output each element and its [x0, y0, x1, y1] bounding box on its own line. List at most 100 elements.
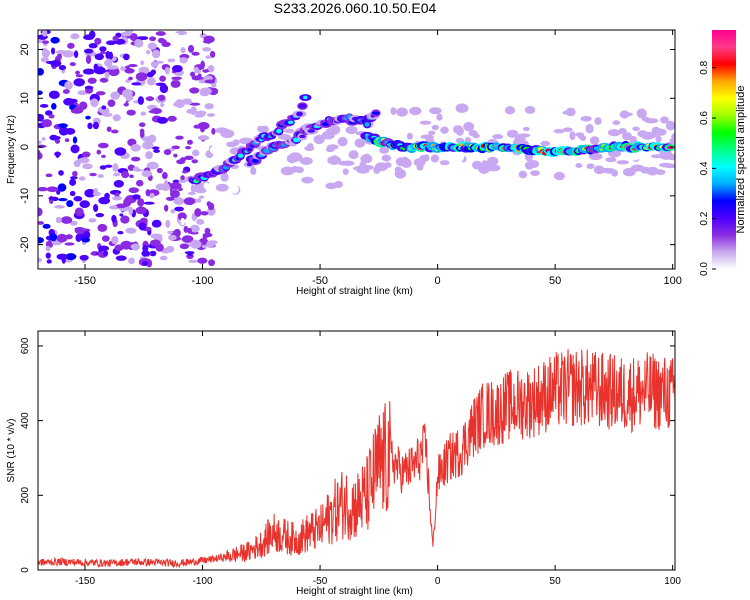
- heatmap-blob: [72, 136, 78, 144]
- heatmap-blob: [165, 245, 175, 253]
- heatmap-blob: [530, 170, 540, 176]
- heatmap-blob: [70, 33, 80, 40]
- heatmap-blob: [171, 145, 180, 150]
- heatmap-blob: [468, 130, 478, 137]
- heatmap-xtick-label: -100: [192, 275, 214, 287]
- heatmap-blob: [179, 243, 190, 250]
- heatmap-blob: [163, 149, 172, 156]
- heatmap-blob: [203, 182, 209, 190]
- heatmap-blob: [371, 111, 380, 115]
- heatmap-blob: [209, 50, 216, 58]
- heatmap-blob: [38, 140, 42, 144]
- heatmap-xlabel: Height of straight line (km): [296, 286, 413, 297]
- heatmap-blob: [171, 64, 183, 73]
- heatmap-blob: [327, 155, 342, 165]
- heatmap-blob: [90, 98, 99, 108]
- heatmap-blob: [487, 156, 499, 166]
- heatmap-blob: [135, 179, 144, 187]
- heatmap-blob: [372, 126, 381, 135]
- line-ytick-label: 400: [20, 412, 31, 429]
- heatmap-blob: [192, 149, 200, 157]
- heatmap-blob: [189, 239, 202, 249]
- heatmap-blob: [131, 156, 141, 162]
- heatmap-blob: [128, 187, 139, 194]
- heatmap-blob: [69, 190, 76, 197]
- heatmap-blob: [562, 110, 573, 115]
- heatmap-blob: [141, 136, 153, 142]
- heatmap-blob: [436, 113, 443, 121]
- heatmap-blob: [56, 233, 68, 243]
- heatmap-blob: [149, 36, 157, 42]
- heatmap-blob: [575, 162, 583, 168]
- heatmap-blob: [126, 109, 136, 116]
- heatmap-blob: [406, 132, 413, 140]
- heatmap-blob: [287, 120, 294, 125]
- heatmap-blob: [169, 189, 180, 198]
- heatmap-blob: [420, 134, 434, 140]
- heatmap-blob: [195, 110, 207, 117]
- heatmap-blob: [189, 87, 200, 94]
- heatmap-blob: [79, 200, 91, 209]
- heatmap-blob: [280, 166, 295, 176]
- heatmap-blob: [149, 250, 157, 257]
- heatmap-blob: [180, 47, 186, 54]
- heatmap-blob: [38, 221, 44, 225]
- heatmap-blob: [147, 42, 157, 50]
- heatmap-blob: [307, 129, 315, 133]
- heatmap-blob: [632, 126, 640, 132]
- heatmap-blob: [413, 158, 426, 167]
- heatmap-blob: [110, 91, 121, 100]
- heatmap-blob: [41, 137, 46, 141]
- heatmap-blob: [194, 69, 202, 74]
- heatmap-blob: [70, 108, 83, 114]
- heatmap-blob: [146, 49, 151, 55]
- heatmap-blob: [149, 239, 161, 247]
- heatmap-frame: [37, 29, 676, 270]
- heatmap-blob: [196, 219, 205, 225]
- heatmap-blob: [38, 114, 45, 122]
- heatmap-blob: [146, 77, 156, 86]
- heatmap-blob: [156, 116, 169, 124]
- heatmap-blob: [58, 123, 68, 128]
- heatmap-blob: [124, 67, 135, 74]
- heatmap-blob: [128, 76, 133, 81]
- heatmap-blob: [101, 235, 110, 242]
- heatmap-blob: [183, 197, 196, 206]
- heatmap-blob: [342, 160, 355, 166]
- heatmap-blob: [48, 114, 55, 119]
- heatmap-blob: [210, 145, 222, 155]
- heatmap-blob: [95, 91, 106, 96]
- heatmap-blob: [128, 206, 134, 216]
- heatmap-blob: [151, 146, 160, 150]
- heatmap-blob: [622, 167, 636, 177]
- heatmap-blob: [313, 134, 325, 145]
- heatmap-blob: [390, 107, 397, 115]
- heatmap-blob: [121, 89, 133, 98]
- heatmap-blob: [167, 230, 174, 235]
- heatmap-blob: [655, 169, 666, 175]
- heatmap-blob: [439, 160, 450, 166]
- heatmap-blob: [185, 145, 192, 150]
- heatmap-blob: [156, 167, 163, 174]
- heatmap-blob: [69, 220, 78, 226]
- heatmap-blob: [130, 143, 142, 152]
- heatmap-blob: [230, 184, 239, 194]
- heatmap-blob: [63, 98, 75, 106]
- heatmap-blob: [205, 55, 212, 59]
- colorbar-tick-label: 0.8: [699, 60, 710, 74]
- colorbar-tick-label: 0.2: [699, 211, 710, 225]
- heatmap-blob: [112, 114, 122, 122]
- heatmap-blob: [588, 152, 603, 161]
- heatmap-blob: [112, 163, 119, 172]
- heatmap-blob: [360, 127, 367, 132]
- heatmap-blob: [122, 53, 130, 61]
- heatmap-blob: [200, 211, 209, 216]
- heatmap-blob: [198, 195, 205, 199]
- heatmap-blob: [165, 196, 175, 201]
- heatmap-blob: [151, 49, 161, 59]
- heatmap-blob: [191, 51, 200, 56]
- heatmap-blob: [304, 145, 315, 152]
- heatmap-blob: [120, 96, 127, 104]
- heatmap-blob: [99, 46, 107, 52]
- heatmap-blob: [85, 115, 91, 120]
